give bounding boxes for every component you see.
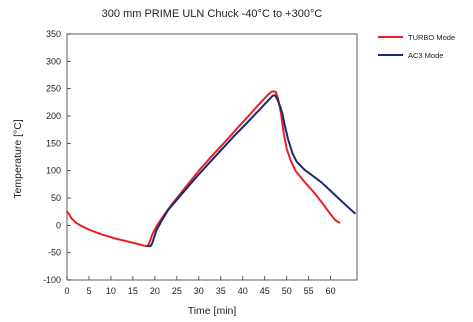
x-tick-label: 60: [326, 286, 336, 296]
plot-border: [66, 33, 358, 281]
x-tick-label: 10: [106, 286, 116, 296]
x-tick-label: 5: [86, 286, 91, 296]
y-tick-label: 300: [46, 56, 61, 66]
legend-label: TURBO Mode: [408, 33, 455, 42]
series-line-turbo: [66, 90, 341, 248]
y-tick-label: 350: [46, 29, 61, 39]
x-tick-label: 55: [304, 286, 314, 296]
x-tick-label: 40: [238, 286, 248, 296]
series-group: [66, 90, 356, 248]
y-tick-label: 0: [56, 220, 61, 230]
x-tick-label: 45: [260, 286, 270, 296]
x-axis: 0 5 10 15 20 25 30 35 40 45 50 55 60: [64, 276, 336, 296]
legend: TURBO Mode AC3 Mode: [378, 33, 455, 60]
y-tick-label: 200: [46, 111, 61, 121]
chart-title: 300 mm PRIME ULN Chuck -40°C to +300°C: [102, 8, 323, 20]
x-tick-label: 0: [64, 286, 69, 296]
y-tick-label: -50: [48, 248, 61, 258]
x-tick-label: 25: [172, 286, 182, 296]
x-tick-label: 20: [150, 286, 160, 296]
x-tick-label: 35: [216, 286, 226, 296]
plot-frame: [66, 33, 358, 281]
y-tick-label: 250: [46, 84, 61, 94]
series-line-ac3: [147, 94, 356, 248]
y-axis: -100 -50 0 50 100 150 200 250 300 350: [43, 29, 71, 285]
x-tick-label: 15: [128, 286, 138, 296]
y-tick-label: 50: [51, 193, 61, 203]
y-tick-label: 100: [46, 166, 61, 176]
x-tick-label: 50: [282, 286, 292, 296]
y-axis-label: Temperature [°C]: [12, 119, 24, 199]
y-tick-label: -100: [43, 275, 61, 285]
y-tick-label: 150: [46, 138, 61, 148]
x-tick-label: 30: [194, 286, 204, 296]
legend-label: AC3 Mode: [408, 51, 443, 60]
x-axis-label: Time [min]: [188, 305, 237, 317]
